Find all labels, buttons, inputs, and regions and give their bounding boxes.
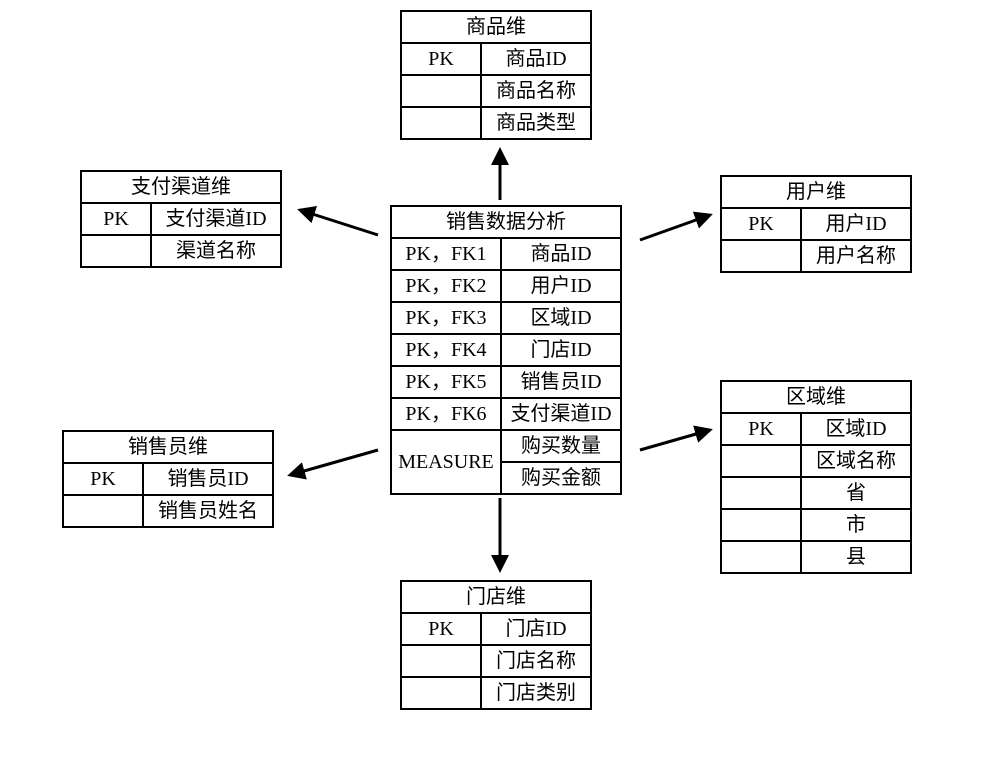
fact-table: 销售数据分析 PK，FK1 商品ID PK，FK2 用户ID PK，FK3 区域… bbox=[390, 205, 622, 495]
fact-cell: 区域ID bbox=[501, 302, 621, 334]
fact-cell: PK，FK6 bbox=[391, 398, 501, 430]
dim-cell: 渠道名称 bbox=[151, 235, 281, 267]
fact-cell: 购买金额 bbox=[501, 462, 621, 494]
dim-store-title: 门店维 bbox=[401, 581, 591, 613]
dim-cell: PK bbox=[721, 208, 801, 240]
dim-cell: 门店名称 bbox=[481, 645, 591, 677]
fact-cell: 门店ID bbox=[501, 334, 621, 366]
fact-cell: PK，FK4 bbox=[391, 334, 501, 366]
dim-salesperson-title: 销售员维 bbox=[63, 431, 273, 463]
fact-title: 销售数据分析 bbox=[391, 206, 621, 238]
dim-cell: 商品名称 bbox=[481, 75, 591, 107]
dim-cell: 销售员ID bbox=[143, 463, 273, 495]
dim-cell bbox=[721, 509, 801, 541]
dim-cell: 用户名称 bbox=[801, 240, 911, 272]
dim-cell: 省 bbox=[801, 477, 911, 509]
dim-cell: 销售员姓名 bbox=[143, 495, 273, 527]
fact-cell: MEASURE bbox=[391, 430, 501, 494]
relationship-arrow bbox=[300, 210, 378, 235]
dim-cell bbox=[401, 645, 481, 677]
dim-cell bbox=[721, 240, 801, 272]
fact-cell: 购买数量 bbox=[501, 430, 621, 462]
dim-cell: 用户ID bbox=[801, 208, 911, 240]
dim-cell: 市 bbox=[801, 509, 911, 541]
fact-cell: PK，FK5 bbox=[391, 366, 501, 398]
dim-cell bbox=[721, 445, 801, 477]
fact-cell: 用户ID bbox=[501, 270, 621, 302]
dim-region-table: 区域维 PK 区域ID 区域名称 省 市 县 bbox=[720, 380, 912, 574]
dim-cell: PK bbox=[81, 203, 151, 235]
dim-cell: 支付渠道ID bbox=[151, 203, 281, 235]
dim-cell bbox=[63, 495, 143, 527]
dim-store-table: 门店维 PK 门店ID 门店名称 门店类别 bbox=[400, 580, 592, 710]
dim-cell: 商品ID bbox=[481, 43, 591, 75]
dim-user-title: 用户维 bbox=[721, 176, 911, 208]
fact-cell: 销售员ID bbox=[501, 366, 621, 398]
dim-cell: PK bbox=[63, 463, 143, 495]
fact-cell: PK，FK2 bbox=[391, 270, 501, 302]
dim-cell: 门店ID bbox=[481, 613, 591, 645]
dim-cell bbox=[401, 107, 481, 139]
dim-payment-table: 支付渠道维 PK 支付渠道ID 渠道名称 bbox=[80, 170, 282, 268]
dim-cell: PK bbox=[401, 613, 481, 645]
dim-cell: PK bbox=[401, 43, 481, 75]
dim-cell bbox=[81, 235, 151, 267]
fact-cell: 支付渠道ID bbox=[501, 398, 621, 430]
dim-cell: PK bbox=[721, 413, 801, 445]
relationship-arrow bbox=[640, 430, 710, 450]
dim-cell: 区域ID bbox=[801, 413, 911, 445]
dim-user-table: 用户维 PK 用户ID 用户名称 bbox=[720, 175, 912, 273]
dim-cell: 区域名称 bbox=[801, 445, 911, 477]
dim-payment-title: 支付渠道维 bbox=[81, 171, 281, 203]
dim-cell bbox=[401, 75, 481, 107]
dim-cell: 县 bbox=[801, 541, 911, 573]
dim-salesperson-table: 销售员维 PK 销售员ID 销售员姓名 bbox=[62, 430, 274, 528]
dim-cell: 商品类型 bbox=[481, 107, 591, 139]
fact-cell: 商品ID bbox=[501, 238, 621, 270]
dim-cell bbox=[721, 541, 801, 573]
relationship-arrow bbox=[640, 215, 710, 240]
dim-cell bbox=[401, 677, 481, 709]
relationship-arrow bbox=[290, 450, 378, 475]
fact-cell: PK，FK1 bbox=[391, 238, 501, 270]
fact-cell: PK，FK3 bbox=[391, 302, 501, 334]
dim-cell: 门店类别 bbox=[481, 677, 591, 709]
dim-product-title: 商品维 bbox=[401, 11, 591, 43]
dim-region-title: 区域维 bbox=[721, 381, 911, 413]
dim-cell bbox=[721, 477, 801, 509]
dim-product-table: 商品维 PK 商品ID 商品名称 商品类型 bbox=[400, 10, 592, 140]
